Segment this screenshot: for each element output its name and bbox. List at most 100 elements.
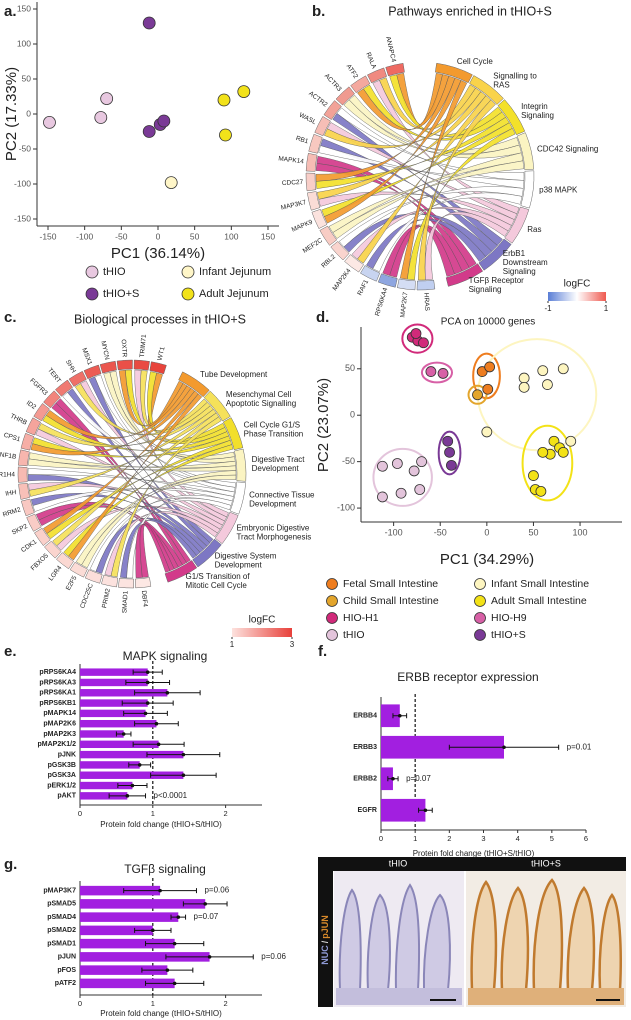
gene-label: FBXO5	[30, 552, 51, 572]
mean-dot	[137, 763, 142, 767]
point	[537, 446, 549, 458]
chord-ribbon	[110, 416, 222, 578]
chord-ribbon	[389, 225, 455, 278]
bar	[80, 689, 168, 697]
gene-label: FGFR3	[28, 377, 49, 397]
gene-segment	[33, 403, 50, 422]
gene-label: ID2	[25, 400, 38, 412]
chord-ribbon	[318, 191, 515, 226]
point	[425, 366, 437, 377]
x-tick-label: 0	[484, 527, 489, 537]
gene-segment	[26, 513, 42, 532]
mean-dot	[165, 690, 170, 695]
chart-title: Biological processes in tHIO+S	[74, 312, 246, 326]
villi-left	[336, 883, 462, 1005]
gene-segment	[330, 241, 350, 261]
legend-label: Adult Jejunum	[199, 288, 269, 300]
gene-label: RPS6KA4	[374, 287, 389, 317]
bar	[80, 885, 161, 896]
stain-pjun: pJUN	[320, 915, 330, 939]
gene-label: WT1	[156, 346, 166, 361]
point	[377, 491, 388, 503]
image-side-bar	[318, 871, 333, 1007]
pathway-segment	[164, 560, 198, 583]
chart-title: ERBB receptor expression	[397, 670, 538, 684]
gene-segment	[319, 225, 338, 246]
y-tick-label: pRPS6KA4	[39, 669, 76, 676]
gene-segment	[20, 432, 35, 451]
chord-ribbon	[357, 95, 492, 264]
mean-dot	[423, 808, 428, 813]
chart-title: PCA on 10000 genes	[441, 317, 536, 328]
point	[217, 93, 231, 107]
gene-label: MYCN	[99, 340, 110, 360]
point	[528, 470, 539, 481]
gene-segment	[55, 379, 73, 397]
bar	[80, 678, 148, 687]
y-tick-label: pGSK3B	[48, 762, 76, 769]
x-tick-label: 1	[151, 809, 155, 818]
pathway-segment	[469, 75, 504, 105]
legend-marker	[181, 287, 195, 301]
mean-dot	[145, 680, 150, 685]
x-tick-label: 3	[481, 834, 485, 843]
stain-nuc: NUC	[320, 945, 330, 965]
group-ellipse	[401, 323, 434, 354]
gene-label: TERT	[46, 367, 62, 385]
chord-ribbon	[424, 211, 509, 281]
y-tick-label: pRPS6KB1	[39, 700, 76, 707]
y-tick-label: pJUN	[58, 954, 76, 961]
pathway-label: Signalling to RAS	[493, 72, 539, 90]
point	[557, 446, 569, 458]
gene-segment	[44, 540, 62, 559]
x-tick-label: 6	[584, 834, 588, 843]
bar	[80, 699, 148, 707]
y-tick-label: ERBB4	[353, 713, 377, 720]
gene-label: ATF2	[345, 63, 359, 80]
y-tick-label: pGSK3A	[48, 772, 76, 779]
gene-segment	[84, 569, 103, 584]
pathway-label: Embryonic Digestive Tract Morphogenesis	[236, 524, 311, 542]
pathway-label: G1/S Transition of Mitotic Cell Cycle	[186, 572, 252, 590]
pathway-label: Connective Tissue Development	[249, 491, 317, 509]
pathway-segment	[192, 538, 222, 568]
gene-label: OXTR	[120, 339, 128, 358]
point	[472, 389, 483, 401]
gene-segment	[323, 100, 342, 120]
gene-segment	[305, 172, 317, 192]
chord-ribbon	[336, 107, 525, 181]
group-ellipse	[476, 338, 598, 452]
legend-label: tHIO+S	[103, 288, 139, 300]
image-panel: tHIO tHIO+S NUC /pJUN	[318, 857, 626, 1007]
colorbar-tick-label: 1	[230, 640, 235, 649]
gene-label: MEF2C	[302, 237, 325, 255]
point	[219, 128, 232, 142]
gene-label: SHH	[64, 359, 77, 375]
chord-ribbon	[68, 393, 203, 561]
stain-sep: /	[320, 940, 330, 943]
chord-ribbon	[324, 87, 482, 149]
mean-dot	[125, 794, 130, 798]
gene-segment	[305, 153, 318, 172]
chord-ribbon	[357, 74, 450, 131]
y-tick-label: pSMAD1	[47, 940, 76, 947]
bar	[80, 730, 124, 738]
point	[142, 125, 156, 138]
gene-segment	[416, 279, 436, 291]
x-tick-label: 1	[413, 834, 417, 843]
pathway-segment	[504, 206, 530, 244]
chord-ribbon	[30, 388, 195, 456]
y-tick-label: pAKT	[57, 793, 76, 800]
gene-label: MAP3K7	[280, 199, 307, 212]
pathway-label: p38 MAPK	[539, 185, 578, 194]
point	[446, 459, 457, 471]
y-tick-label: 100	[17, 38, 31, 48]
x-tick-label: 0	[379, 834, 383, 843]
mean-dot	[203, 902, 208, 906]
gene-segment	[17, 466, 28, 483]
mean-dot	[397, 713, 402, 718]
x-tick-label: -50	[434, 527, 447, 537]
y-tick-label: -50	[19, 143, 32, 153]
pathway-label: Ras	[527, 225, 541, 234]
bar	[80, 781, 133, 790]
